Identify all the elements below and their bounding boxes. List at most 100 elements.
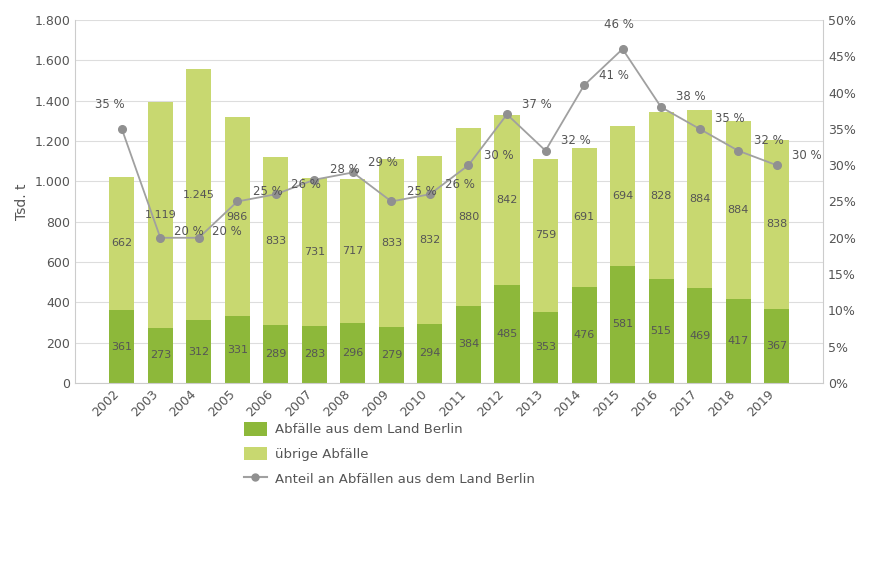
- Text: 832: 832: [419, 235, 441, 245]
- Legend: Abfälle aus dem Land Berlin, übrige Abfälle, Anteil an Abfällen aus dem Land Ber: Abfälle aus dem Land Berlin, übrige Abfä…: [237, 415, 542, 493]
- Text: 28 %: 28 %: [330, 163, 360, 176]
- Text: 32 %: 32 %: [753, 134, 783, 147]
- Bar: [109, 310, 134, 383]
- Bar: [379, 327, 404, 383]
- Text: 29 %: 29 %: [368, 156, 398, 169]
- Text: 294: 294: [419, 349, 441, 358]
- Bar: [764, 140, 789, 309]
- Text: 838: 838: [766, 220, 787, 229]
- Anteil an Abfällen aus dem Land Berlin: [233, 198, 243, 205]
- Bar: [417, 156, 442, 324]
- Text: 833: 833: [266, 236, 287, 246]
- Text: 30 %: 30 %: [484, 149, 514, 162]
- Y-axis label: Tsd. t: Tsd. t: [15, 183, 29, 220]
- Text: 38 %: 38 %: [677, 91, 706, 103]
- Text: 25 %: 25 %: [253, 185, 282, 198]
- Text: 35 %: 35 %: [715, 112, 745, 125]
- Text: 279: 279: [381, 350, 402, 360]
- Text: 41 %: 41 %: [599, 69, 630, 82]
- Bar: [263, 325, 288, 383]
- Bar: [687, 110, 712, 288]
- Text: 283: 283: [304, 349, 325, 360]
- Text: 469: 469: [689, 331, 710, 340]
- Text: 1.245: 1.245: [183, 189, 215, 199]
- Bar: [726, 299, 751, 383]
- Bar: [495, 116, 519, 285]
- Bar: [571, 148, 597, 287]
- Anteil an Abfällen aus dem Land Berlin: [193, 234, 204, 241]
- Text: 986: 986: [226, 212, 248, 222]
- Bar: [379, 159, 404, 327]
- Text: 32 %: 32 %: [561, 134, 591, 147]
- Anteil an Abfällen aus dem Land Berlin: [502, 111, 512, 118]
- Bar: [610, 266, 635, 383]
- Text: 289: 289: [265, 349, 287, 359]
- Bar: [341, 179, 366, 323]
- Anteil an Abfällen aus dem Land Berlin: [772, 162, 782, 168]
- Text: 694: 694: [612, 191, 633, 201]
- Bar: [302, 178, 327, 326]
- Anteil an Abfällen aus dem Land Berlin: [656, 103, 666, 110]
- Line: Anteil an Abfällen aus dem Land Berlin: Anteil an Abfällen aus dem Land Berlin: [118, 45, 780, 242]
- Bar: [302, 326, 327, 383]
- Text: 731: 731: [304, 247, 325, 257]
- Bar: [148, 328, 172, 383]
- Text: 691: 691: [573, 212, 595, 223]
- Anteil an Abfällen aus dem Land Berlin: [309, 176, 320, 183]
- Bar: [456, 306, 481, 383]
- Anteil an Abfällen aus dem Land Berlin: [348, 169, 358, 176]
- Text: 26 %: 26 %: [445, 178, 476, 191]
- Text: 884: 884: [727, 205, 749, 215]
- Anteil an Abfällen aus dem Land Berlin: [117, 125, 127, 132]
- Bar: [109, 177, 134, 310]
- Bar: [341, 323, 366, 383]
- Anteil an Abfällen aus dem Land Berlin: [271, 191, 281, 198]
- Anteil an Abfällen aus dem Land Berlin: [733, 147, 743, 154]
- Text: 833: 833: [381, 238, 402, 248]
- Text: 842: 842: [496, 195, 517, 205]
- Text: 884: 884: [689, 194, 710, 205]
- Bar: [417, 324, 442, 383]
- Text: 417: 417: [727, 336, 749, 346]
- Text: 759: 759: [535, 230, 557, 241]
- Bar: [263, 157, 288, 325]
- Bar: [186, 69, 212, 320]
- Text: 296: 296: [342, 348, 363, 358]
- Text: 312: 312: [188, 346, 209, 357]
- Bar: [148, 102, 172, 328]
- Bar: [571, 287, 597, 383]
- Text: 20 %: 20 %: [174, 225, 204, 238]
- Anteil an Abfällen aus dem Land Berlin: [386, 198, 396, 205]
- Text: 581: 581: [612, 320, 633, 329]
- Text: 662: 662: [111, 238, 132, 249]
- Text: 515: 515: [651, 326, 672, 336]
- Bar: [610, 126, 635, 266]
- Text: 717: 717: [342, 246, 363, 256]
- Text: 828: 828: [651, 191, 672, 200]
- Anteil an Abfällen aus dem Land Berlin: [540, 147, 550, 154]
- Bar: [649, 112, 673, 279]
- Text: 20 %: 20 %: [213, 225, 242, 238]
- Bar: [456, 128, 481, 306]
- Text: 25 %: 25 %: [407, 185, 436, 198]
- Text: 331: 331: [226, 345, 248, 354]
- Anteil an Abfällen aus dem Land Berlin: [694, 125, 705, 132]
- Text: 361: 361: [111, 342, 132, 352]
- Bar: [533, 312, 558, 383]
- Anteil an Abfällen aus dem Land Berlin: [425, 191, 436, 198]
- Text: 37 %: 37 %: [523, 98, 552, 111]
- Text: 367: 367: [766, 341, 787, 351]
- Bar: [225, 316, 250, 383]
- Text: 880: 880: [458, 212, 479, 222]
- Bar: [225, 117, 250, 316]
- Bar: [649, 279, 673, 383]
- Text: 26 %: 26 %: [291, 178, 321, 191]
- Bar: [495, 285, 519, 383]
- Text: 485: 485: [496, 329, 517, 339]
- Text: 30 %: 30 %: [792, 149, 821, 162]
- Text: 273: 273: [150, 350, 171, 360]
- Bar: [186, 320, 212, 383]
- Anteil an Abfällen aus dem Land Berlin: [155, 234, 165, 241]
- Bar: [726, 121, 751, 299]
- Anteil an Abfällen aus dem Land Berlin: [463, 162, 474, 168]
